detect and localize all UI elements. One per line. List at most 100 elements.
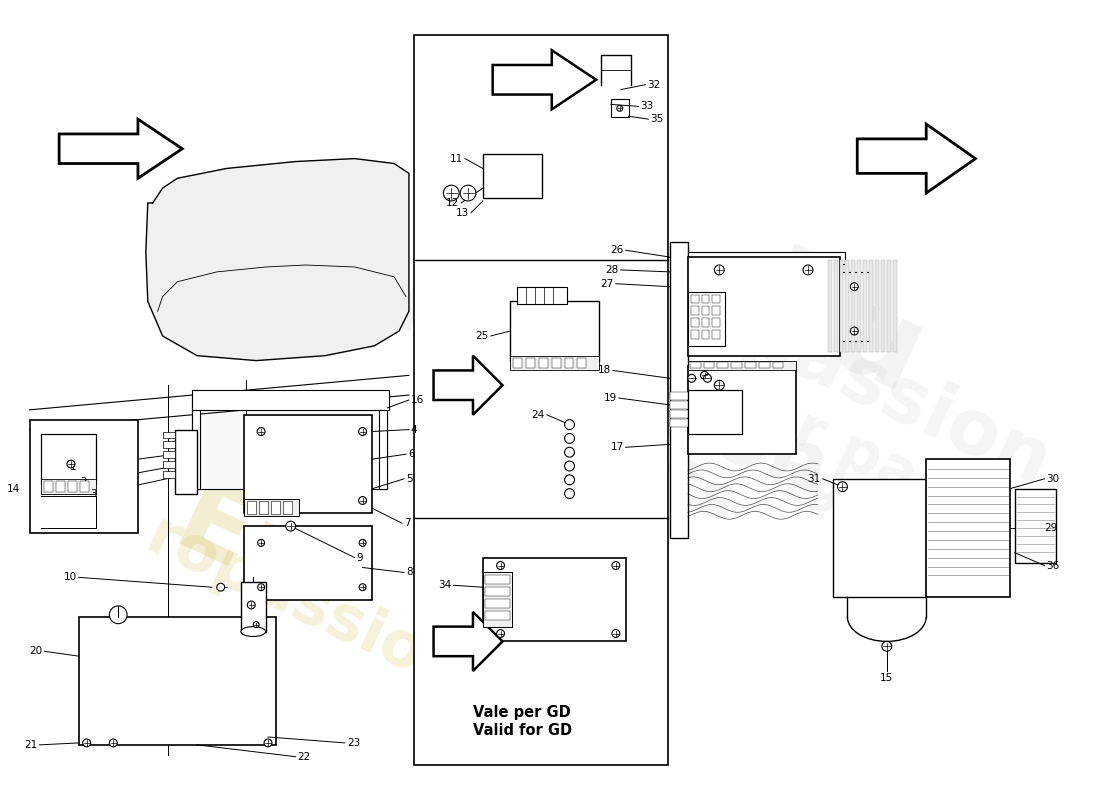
Bar <box>578 358 586 369</box>
Bar <box>887 260 891 352</box>
Bar <box>670 242 688 538</box>
Text: 12: 12 <box>446 198 459 208</box>
Bar <box>702 294 710 303</box>
Bar <box>691 318 698 327</box>
Circle shape <box>360 539 366 546</box>
Bar <box>175 430 197 494</box>
Circle shape <box>564 420 574 430</box>
Bar <box>691 294 698 303</box>
Bar <box>688 252 846 264</box>
Text: 36: 36 <box>1046 561 1059 570</box>
Text: 21: 21 <box>24 740 37 750</box>
Text: for parts: for parts <box>725 373 1010 546</box>
Text: 18: 18 <box>597 366 611 375</box>
Text: Vale per GD
Valid for GD: Vale per GD Valid for GD <box>473 706 572 738</box>
Bar <box>510 302 600 361</box>
Polygon shape <box>146 158 409 361</box>
Bar <box>552 358 561 369</box>
Bar <box>244 414 373 514</box>
Text: 2: 2 <box>80 477 87 486</box>
Text: 31: 31 <box>807 474 821 484</box>
Circle shape <box>704 374 712 382</box>
Bar <box>163 431 175 438</box>
Bar <box>688 366 796 454</box>
Bar <box>688 390 742 434</box>
Bar <box>244 498 298 516</box>
Bar <box>192 390 389 410</box>
Bar <box>483 573 513 626</box>
Circle shape <box>82 739 90 747</box>
Text: 22: 22 <box>298 752 311 762</box>
Text: 19: 19 <box>604 393 617 403</box>
Bar <box>713 318 721 327</box>
Text: Eu: Eu <box>410 272 594 430</box>
Bar <box>691 330 698 339</box>
Text: 11: 11 <box>450 154 463 163</box>
Circle shape <box>109 739 118 747</box>
Bar <box>732 362 742 369</box>
Bar <box>510 356 600 370</box>
Bar <box>772 362 783 369</box>
Circle shape <box>714 265 724 275</box>
Circle shape <box>837 482 847 492</box>
Circle shape <box>564 489 574 498</box>
Bar <box>834 260 837 352</box>
Text: 3: 3 <box>90 489 97 498</box>
Bar <box>839 260 844 352</box>
Bar <box>192 410 200 489</box>
Bar <box>690 362 701 369</box>
Circle shape <box>360 584 366 590</box>
Circle shape <box>714 380 724 390</box>
Bar <box>283 501 292 514</box>
Bar <box>851 260 856 352</box>
Text: 25: 25 <box>475 331 488 341</box>
Bar <box>713 330 721 339</box>
Bar <box>79 617 276 745</box>
Bar <box>670 418 688 426</box>
Text: for parts: for parts <box>438 364 745 534</box>
Text: ropassion: ropassion <box>383 266 839 514</box>
Bar <box>713 306 721 315</box>
Bar <box>514 358 522 369</box>
Text: 4: 4 <box>411 425 418 434</box>
Text: 35: 35 <box>650 114 663 124</box>
Bar <box>241 582 266 631</box>
Bar <box>485 587 510 596</box>
Polygon shape <box>433 356 503 414</box>
Bar <box>379 410 387 489</box>
Bar <box>713 294 721 303</box>
Bar <box>846 260 849 352</box>
Text: 1985: 1985 <box>484 457 639 560</box>
Bar <box>691 306 698 315</box>
Circle shape <box>257 584 265 590</box>
Bar <box>704 362 714 369</box>
Circle shape <box>564 461 574 471</box>
Text: 6: 6 <box>408 449 415 459</box>
Bar <box>610 99 628 118</box>
Bar <box>42 479 96 494</box>
Text: 8: 8 <box>406 567 412 578</box>
Bar <box>260 501 268 514</box>
Bar <box>857 260 861 352</box>
Polygon shape <box>59 119 183 178</box>
Bar <box>68 481 77 492</box>
Bar <box>1015 489 1056 562</box>
Bar <box>670 410 688 418</box>
Bar <box>30 420 138 533</box>
Circle shape <box>688 374 695 382</box>
Text: 34: 34 <box>438 580 451 590</box>
Text: Eu: Eu <box>160 471 333 624</box>
Bar <box>271 501 279 514</box>
Circle shape <box>882 642 892 651</box>
Bar <box>526 358 535 369</box>
Bar <box>702 330 710 339</box>
Bar <box>163 461 175 468</box>
Bar <box>517 286 566 305</box>
Bar <box>839 272 869 341</box>
Bar <box>926 459 1010 597</box>
Bar <box>539 358 548 369</box>
Bar <box>42 434 96 484</box>
Circle shape <box>803 265 813 275</box>
Bar <box>564 358 573 369</box>
Circle shape <box>850 327 858 335</box>
